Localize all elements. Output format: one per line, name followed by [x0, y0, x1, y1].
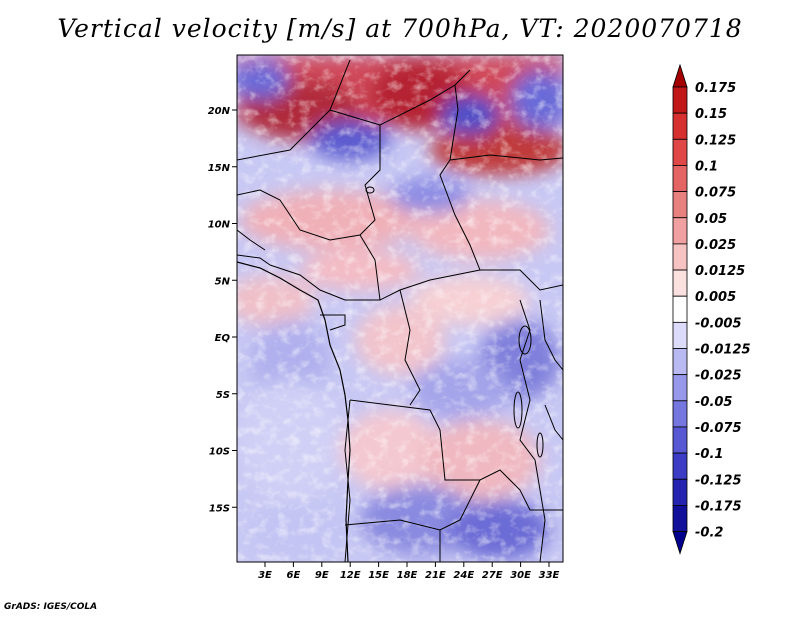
colorbar-swatch — [672, 504, 688, 532]
lakes — [365, 186, 544, 458]
lat-tick-label: 10S — [209, 447, 230, 458]
country-borders — [237, 59, 563, 562]
colorbar-swatch — [672, 478, 688, 506]
colorbar-swatch — [672, 86, 688, 114]
colorbar-label: 0.125 — [695, 133, 736, 148]
lat-tick-label: EQ — [215, 333, 231, 344]
lon-tick-label: 15E — [368, 570, 389, 581]
colorbar-swatch — [672, 112, 688, 140]
colorbar-label: -0.05 — [695, 395, 732, 410]
lat-tick-label: 20N — [208, 106, 231, 117]
colorbar-swatch — [672, 269, 688, 297]
colorbar-swatch — [672, 400, 688, 428]
lon-tick-label: 24E — [453, 570, 474, 581]
colorbar-label: 0.175 — [695, 81, 736, 96]
colorbar-label: -0.1 — [695, 447, 723, 462]
colorbar-swatch — [672, 165, 688, 192]
lon-tick-label: 6E — [287, 570, 301, 581]
lon-tick-label: 33E — [539, 570, 560, 581]
figure-title: Vertical velocity [m/s] at 700hPa, VT: 2… — [57, 14, 743, 43]
colorbar-swatch — [672, 243, 688, 271]
colorbar-swatch — [672, 321, 688, 349]
coastline — [237, 261, 351, 562]
colorbar-top-arrow — [672, 63, 688, 88]
latitude-axis: 20N 15N 10N 5N EQ 5S 10S 15S — [208, 106, 237, 514]
lat-tick-label: 5S — [216, 390, 230, 401]
colorbar-label: 0.1 — [695, 159, 718, 174]
lon-tick-label: 30E — [510, 570, 531, 581]
colorbar-swatch — [672, 295, 688, 323]
colorbar-swatch — [672, 191, 688, 219]
lat-tick-label: 15N — [208, 163, 231, 174]
colorbar-label: 0.005 — [695, 290, 736, 305]
colorbar-label: 0.05 — [695, 212, 727, 227]
lat-tick-label: 10N — [208, 220, 231, 231]
grads-credit: GrADS: IGES/COLA — [4, 602, 98, 612]
colorbar-swatch — [672, 374, 688, 402]
longitude-axis: 3E 6E 9E 12E 15E 18E 21E 24E 27E 30E 33E — [258, 562, 560, 581]
colorbar-label: -0.2 — [695, 526, 723, 541]
colorbar-label: -0.0125 — [695, 343, 751, 358]
lat-tick-label: 15S — [209, 503, 230, 514]
lat-tick-label: 5N — [215, 276, 231, 287]
colorbar-swatch — [672, 348, 688, 376]
lon-tick-label: 9E — [315, 570, 329, 581]
lon-tick-label: 18E — [397, 570, 418, 581]
colorbar-label: -0.175 — [695, 499, 742, 514]
colorbar-label: 0.0125 — [695, 264, 745, 279]
colorbar-swatch — [672, 217, 688, 245]
colorbar-swatch — [672, 138, 688, 166]
lon-tick-label: 27E — [482, 570, 503, 581]
colorbar-label: 0.075 — [695, 186, 736, 201]
colorbar-label: -0.025 — [695, 369, 742, 384]
colorbar-swatch — [672, 452, 688, 480]
colorbar-label: -0.005 — [695, 316, 742, 331]
lon-tick-label: 12E — [340, 570, 361, 581]
colorbar-label: 0.025 — [695, 238, 736, 253]
colorbar-label: 0.15 — [695, 107, 727, 122]
lon-tick-label: 21E — [425, 570, 446, 581]
colorbar: 0.175 0.15 0.125 0.1 0.075 0.05 0.025 0.0125 0.0… — [672, 63, 751, 555]
lon-tick-label: 3E — [258, 570, 272, 581]
colorbar-bottom-arrow — [672, 531, 688, 555]
colorbar-label: -0.125 — [695, 473, 742, 488]
vertical-velocity-field — [237, 55, 563, 562]
map-frame — [236, 54, 564, 563]
colorbar-swatch — [672, 426, 688, 454]
colorbar-label: -0.075 — [695, 421, 742, 436]
